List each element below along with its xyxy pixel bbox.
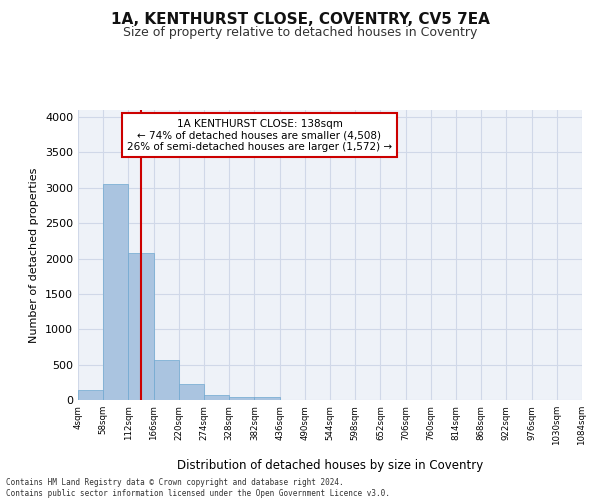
Bar [78,390,103,400]
Text: Contains HM Land Registry data © Crown copyright and database right 2024.
Contai: Contains HM Land Registry data © Crown c… [6,478,390,498]
Bar [128,253,154,400]
X-axis label: Distribution of detached houses by size in Coventry: Distribution of detached houses by size … [177,459,483,472]
Y-axis label: Number of detached properties: Number of detached properties [29,168,40,342]
Bar [254,397,280,400]
Text: 1A, KENTHURST CLOSE, COVENTRY, CV5 7EA: 1A, KENTHURST CLOSE, COVENTRY, CV5 7EA [110,12,490,28]
Text: Size of property relative to detached houses in Coventry: Size of property relative to detached ho… [123,26,477,39]
Bar [103,184,128,400]
Bar [154,360,179,400]
Text: 1A KENTHURST CLOSE: 138sqm
← 74% of detached houses are smaller (4,508)
26% of s: 1A KENTHURST CLOSE: 138sqm ← 74% of deta… [127,118,392,152]
Bar [179,384,204,400]
Bar [229,397,254,400]
Bar [204,396,229,400]
